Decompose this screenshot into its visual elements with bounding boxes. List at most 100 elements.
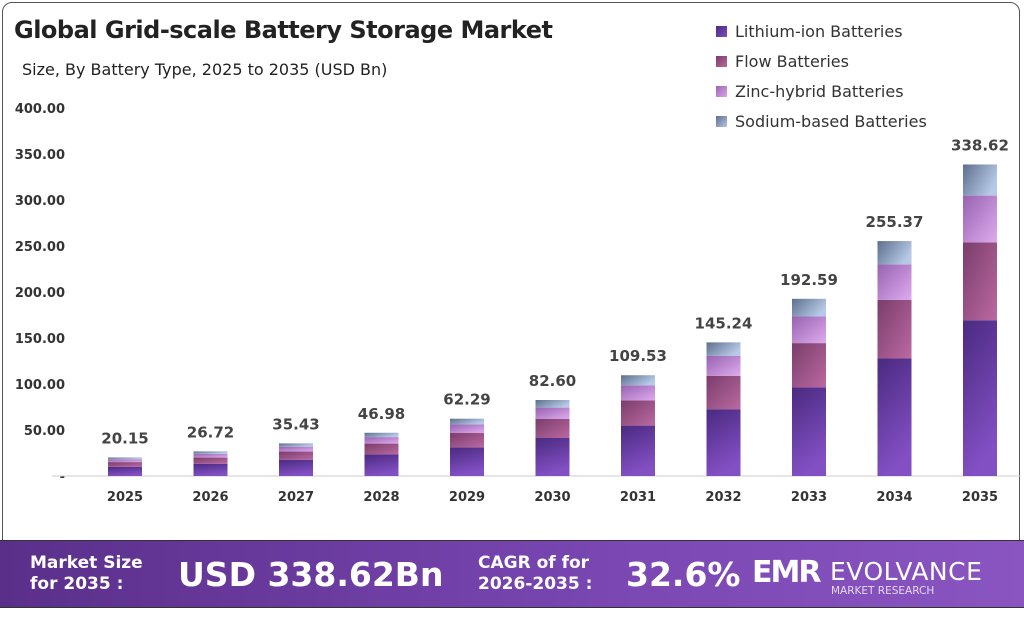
total-label: 46.98 — [358, 405, 405, 423]
bar-segment — [621, 385, 655, 401]
bar-segment — [792, 298, 826, 317]
x-tick-label: 2033 — [791, 490, 827, 505]
bar-segment — [877, 264, 912, 300]
bar-segment — [279, 459, 313, 476]
y-tick-label: 250.00 — [15, 240, 65, 255]
bar-segment — [364, 443, 399, 455]
legend-label: Flow Batteries — [735, 51, 849, 71]
legend-swatch — [716, 55, 727, 67]
bar-segment — [108, 459, 142, 463]
total-label: 26.72 — [187, 423, 234, 441]
bar-segment — [963, 164, 997, 196]
x-tick-label: 2030 — [534, 490, 570, 505]
bar-segment — [535, 419, 570, 439]
bar-segment — [108, 466, 142, 476]
x-tick-label: 2031 — [620, 490, 656, 505]
legend-item: Sodium-based Batteries — [716, 106, 927, 136]
bar-segment — [535, 438, 570, 476]
bar-segment — [963, 242, 997, 321]
y-tick-label: 400.00 — [15, 102, 65, 117]
bar-segment — [279, 451, 313, 460]
bar-segment — [877, 241, 912, 265]
x-tick-label: 2025 — [107, 490, 143, 505]
bar-segment — [621, 400, 655, 426]
market-size-label-line: Market Size — [30, 553, 143, 573]
y-tick-label: 200.00 — [15, 286, 65, 301]
total-label: 109.53 — [609, 347, 667, 365]
x-tick-label: 2028 — [363, 490, 399, 505]
total-label: 338.62 — [951, 136, 1009, 154]
total-label: 20.15 — [101, 429, 148, 447]
x-tick-label: 2026 — [192, 490, 228, 505]
bar-segment — [792, 387, 826, 476]
legend-label: Zinc-hybrid Batteries — [735, 81, 904, 101]
bar-segment — [193, 451, 228, 454]
bar-segment — [193, 463, 228, 476]
bar-segment — [792, 343, 826, 388]
total-label: 62.29 — [443, 391, 490, 409]
legend-swatch — [716, 25, 727, 37]
total-label: 145.24 — [695, 314, 753, 332]
y-tick-label: 150.00 — [15, 332, 65, 347]
bar-segment — [706, 342, 741, 356]
cagr-label-line: 2026-2035 : — [478, 574, 593, 594]
total-label: 255.37 — [866, 213, 924, 231]
bar-segment — [621, 375, 655, 386]
bar-segment — [877, 358, 912, 476]
total-label: 82.60 — [529, 372, 576, 390]
bar-segment — [706, 375, 741, 410]
x-tick-label: 2032 — [705, 490, 741, 505]
bar-segment — [535, 400, 570, 408]
total-label: 192.59 — [780, 271, 838, 289]
bar-segment — [792, 316, 826, 344]
legend-item: Zinc-hybrid Batteries — [716, 76, 927, 106]
bar-segment — [535, 407, 570, 420]
bar-segment — [193, 457, 228, 464]
legend-item: Flow Batteries — [716, 46, 927, 76]
chart-subtitle: Size, By Battery Type, 2025 to 2035 (USD… — [22, 60, 388, 79]
bar-segment — [963, 195, 997, 243]
bar-chart: - 50.00 100.00 150.00 200.00 250.00 300.00 350.… — [15, 102, 1020, 505]
legend-swatch — [716, 115, 727, 127]
bar-segment — [279, 443, 313, 447]
x-tick-label: 2029 — [449, 490, 485, 505]
bar-segment — [877, 299, 912, 359]
x-tick-label: 2034 — [876, 490, 912, 505]
legend-swatch — [716, 85, 727, 97]
bar-segment — [193, 453, 228, 458]
bar-segment — [279, 446, 313, 452]
bar-segment — [706, 355, 741, 376]
cagr-label-line: CAGR of for — [478, 553, 590, 573]
footer-banner: Market Size for 2035 : USD 338.62Bn CAGR … — [0, 540, 1024, 608]
market-size-label: Market Size for 2035 : — [30, 553, 143, 595]
logo-name: EVOLVANCE — [830, 557, 983, 586]
bar-segment — [108, 462, 142, 467]
x-tick-label: 2027 — [278, 490, 314, 505]
bar-segment — [621, 425, 655, 476]
legend-label: Sodium-based Batteries — [735, 111, 927, 131]
bar-segment — [450, 447, 484, 476]
legend: Lithium-ion Batteries Flow Batteries Zin… — [716, 16, 927, 136]
market-size-label-line: for 2035 : — [30, 574, 124, 594]
cagr-value: 32.6% — [626, 555, 741, 594]
bar-segment — [364, 454, 399, 476]
total-label: 35.43 — [272, 415, 319, 433]
y-tick-label: 100.00 — [15, 378, 65, 393]
bar-segment — [963, 320, 997, 476]
bar-segment — [450, 433, 484, 448]
logo-subtitle: MARKET RESEARCH — [831, 585, 935, 597]
chart-title: Global Grid-scale Battery Storage Market — [14, 16, 553, 44]
market-size-value: USD 338.62Bn — [178, 555, 444, 594]
y-tick-label: 350.00 — [15, 148, 65, 163]
bar-segment — [108, 457, 142, 460]
bar-segment — [364, 432, 399, 438]
legend-label: Lithium-ion Batteries — [735, 21, 903, 41]
cagr-label: CAGR of for 2026-2035 : — [478, 553, 592, 595]
bar-segment — [450, 424, 484, 434]
bar-segment — [364, 437, 399, 444]
y-tick-label: 300.00 — [15, 194, 65, 209]
legend-item: Lithium-ion Batteries — [716, 16, 927, 46]
y-tick-label: 50.00 — [24, 424, 65, 439]
emr-logo-icon: EMR — [752, 555, 821, 590]
x-tick-label: 2035 — [962, 490, 998, 505]
